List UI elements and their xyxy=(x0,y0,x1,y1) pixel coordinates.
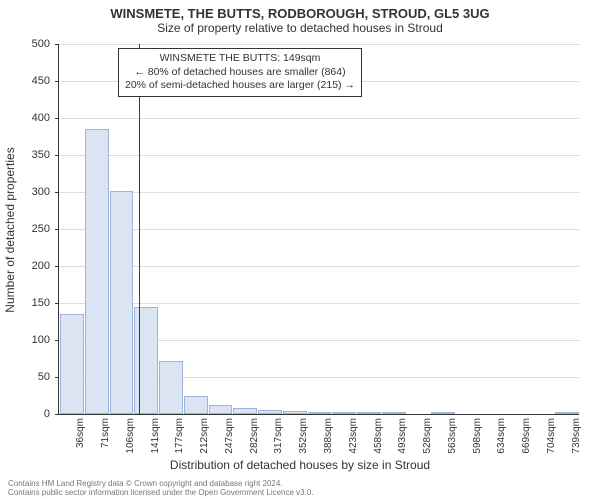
histogram-bar xyxy=(184,396,208,415)
ytick-label: 500 xyxy=(0,38,50,50)
grid-line xyxy=(59,229,579,230)
xtick-label: 317sqm xyxy=(273,418,284,454)
histogram-bar xyxy=(233,408,257,414)
xtick-label: 669sqm xyxy=(521,418,532,454)
ytick-mark xyxy=(55,340,59,341)
ytick-mark xyxy=(55,229,59,230)
xtick-label: 247sqm xyxy=(224,418,235,454)
footer-text: Contains HM Land Registry data © Crown c… xyxy=(8,480,314,498)
ytick-mark xyxy=(55,377,59,378)
annotation-box: WINSMETE THE BUTTS: 149sqm ← 80% of deta… xyxy=(118,48,362,97)
ytick-mark xyxy=(55,81,59,82)
reference-line xyxy=(139,44,140,414)
histogram-bar xyxy=(110,191,134,414)
grid-line xyxy=(59,155,579,156)
xtick-label: 704sqm xyxy=(546,418,557,454)
ytick-label: 450 xyxy=(0,75,50,87)
xtick-label: 177sqm xyxy=(174,418,185,454)
xtick-label: 36sqm xyxy=(75,418,86,448)
ytick-label: 350 xyxy=(0,149,50,161)
ytick-label: 50 xyxy=(0,371,50,383)
xtick-label: 352sqm xyxy=(298,418,309,454)
ytick-mark xyxy=(55,192,59,193)
ytick-mark xyxy=(55,303,59,304)
histogram-bar xyxy=(357,412,381,414)
ytick-label: 400 xyxy=(0,112,50,124)
histogram-bar xyxy=(209,405,233,414)
chart-container: WINSMETE, THE BUTTS, RODBOROUGH, STROUD,… xyxy=(0,0,600,500)
annotation-line1: WINSMETE THE BUTTS: 149sqm xyxy=(125,52,355,66)
xtick-label: 493sqm xyxy=(397,418,408,454)
grid-line xyxy=(59,266,579,267)
annotation-line3: 20% of semi-detached houses are larger (… xyxy=(125,79,355,93)
histogram-bar xyxy=(431,412,455,414)
xtick-label: 458sqm xyxy=(373,418,384,454)
plot-wrapper: 36sqm71sqm106sqm141sqm177sqm212sqm247sqm… xyxy=(58,44,578,414)
ytick-label: 0 xyxy=(0,408,50,420)
xtick-label: 71sqm xyxy=(100,418,111,448)
histogram-bar xyxy=(159,361,183,414)
histogram-bar xyxy=(283,411,307,414)
annotation-line2: ← 80% of detached houses are smaller (86… xyxy=(125,66,355,80)
xtick-label: 282sqm xyxy=(249,418,260,454)
grid-line xyxy=(59,118,579,119)
ytick-label: 100 xyxy=(0,334,50,346)
xtick-label: 634sqm xyxy=(496,418,507,454)
ytick-label: 150 xyxy=(0,297,50,309)
histogram-bar xyxy=(85,129,109,414)
histogram-bar xyxy=(308,412,332,414)
histogram-bar xyxy=(258,410,282,414)
xtick-label: 739sqm xyxy=(571,418,582,454)
x-axis-label: Distribution of detached houses by size … xyxy=(0,458,600,472)
plot-area: 36sqm71sqm106sqm141sqm177sqm212sqm247sqm… xyxy=(58,44,579,415)
xtick-label: 212sqm xyxy=(199,418,210,454)
ytick-mark xyxy=(55,44,59,45)
grid-line xyxy=(59,192,579,193)
chart-subtitle: Size of property relative to detached ho… xyxy=(0,21,600,39)
histogram-bar xyxy=(60,314,84,414)
xtick-label: 388sqm xyxy=(323,418,334,454)
ytick-label: 200 xyxy=(0,260,50,272)
xtick-label: 141sqm xyxy=(150,418,161,454)
grid-line xyxy=(59,44,579,45)
ytick-label: 300 xyxy=(0,186,50,198)
histogram-bar xyxy=(555,412,579,414)
ytick-mark xyxy=(55,414,59,415)
ytick-mark xyxy=(55,118,59,119)
xtick-label: 423sqm xyxy=(348,418,359,454)
chart-title: WINSMETE, THE BUTTS, RODBOROUGH, STROUD,… xyxy=(0,0,600,21)
ytick-label: 250 xyxy=(0,223,50,235)
xtick-label: 106sqm xyxy=(125,418,136,454)
histogram-bar xyxy=(382,412,406,414)
grid-line xyxy=(59,303,579,304)
footer-line2: Contains public sector information licen… xyxy=(8,489,314,498)
ytick-mark xyxy=(55,155,59,156)
xtick-label: 563sqm xyxy=(447,418,458,454)
xtick-label: 598sqm xyxy=(472,418,483,454)
histogram-bar xyxy=(332,412,356,414)
xtick-label: 528sqm xyxy=(422,418,433,454)
ytick-mark xyxy=(55,266,59,267)
